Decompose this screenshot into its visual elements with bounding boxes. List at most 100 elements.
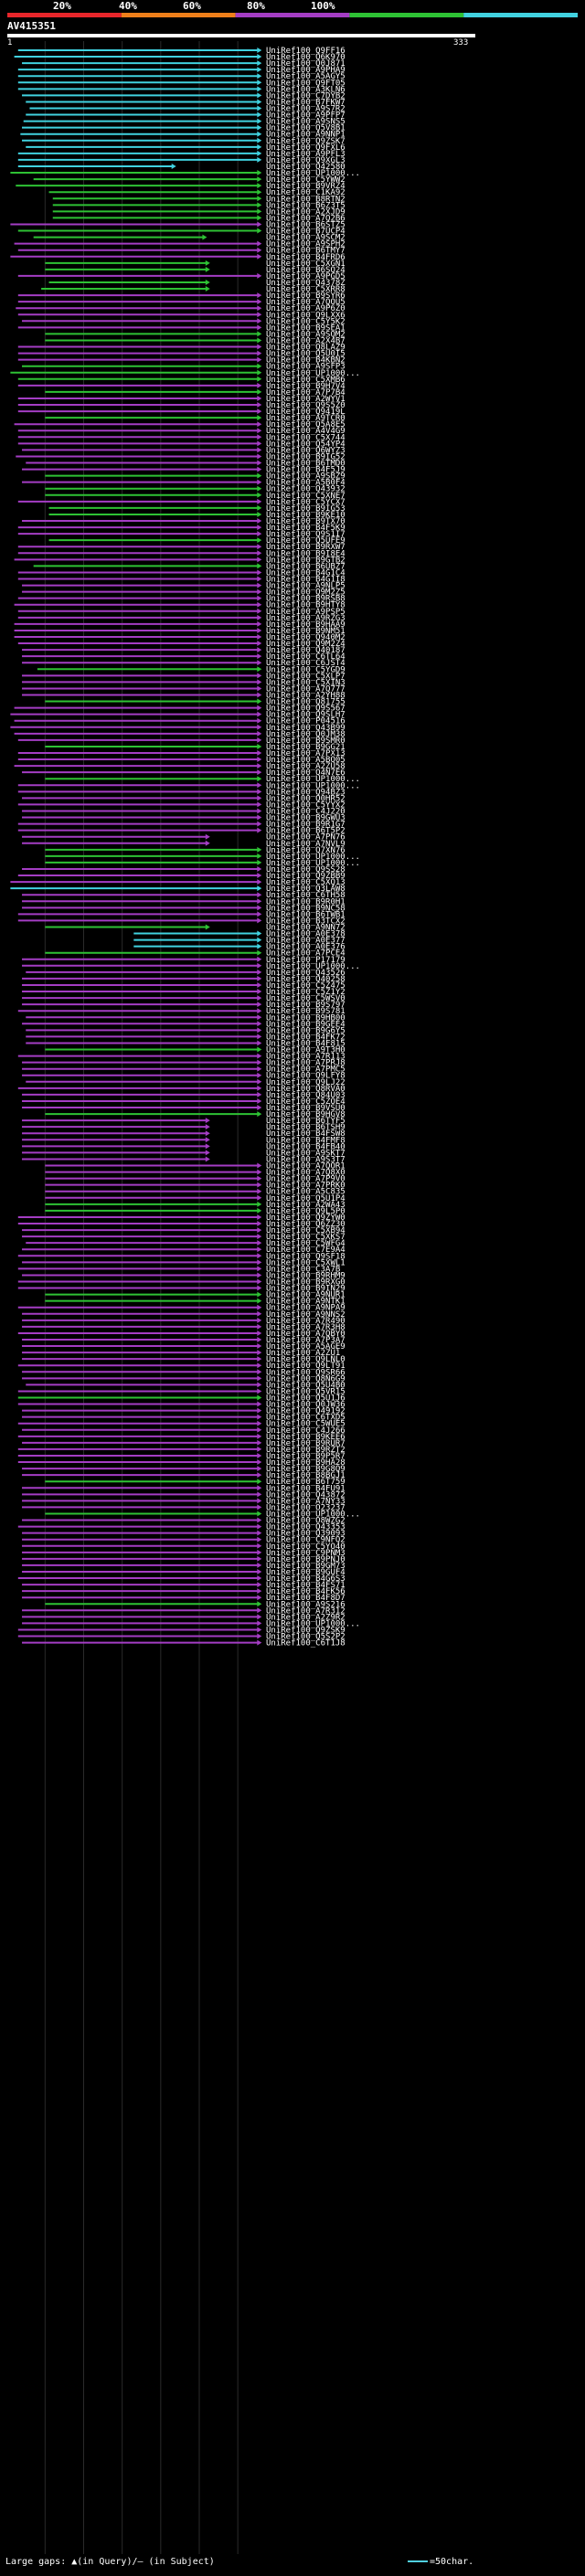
hit-label[interactable]: UniRef100_A7P3A7 — [266, 1336, 346, 1345]
hit-label[interactable]: UniRef100_Q9M2Z5 — [266, 588, 346, 598]
hit-label[interactable]: UniRef100_B9GUF4 — [266, 1568, 346, 1577]
hit-label[interactable]: UniRef100_Q81755 — [266, 698, 346, 707]
hit-label[interactable]: UniRef100_C3A7B — [266, 1265, 340, 1274]
hit-label[interactable]: UniRef100_A9NPA9 — [266, 1304, 346, 1313]
hit-label[interactable]: UniRef100_B9IG53 — [266, 504, 346, 514]
hit-label[interactable]: UniRef100_A7PRK0 — [266, 1182, 346, 1191]
hit-label[interactable]: UniRef100_A9NUR1 — [266, 1291, 346, 1300]
hit-label[interactable]: UniRef100_B9HAA9 — [266, 620, 346, 630]
hit-label[interactable]: UniRef100_Q94BZ3 — [266, 788, 346, 797]
hit-label[interactable]: UniRef100_B4FB40 — [266, 1142, 346, 1151]
hit-label[interactable]: UniRef100_Q8RVA0 — [266, 1085, 346, 1094]
hit-label[interactable]: UniRef100_B4G1I8 — [266, 576, 346, 585]
hit-label[interactable]: UniRef100_B9HA28 — [266, 1458, 346, 1468]
hit-label[interactable]: UniRef100_A7NVL9 — [266, 840, 346, 849]
hit-label[interactable]: UniRef100_Q9XGL3 — [266, 156, 346, 165]
hit-label[interactable]: UniRef100_Q8N6G9 — [266, 1374, 346, 1383]
hit-label[interactable]: UniRef100_B4FSW8 — [266, 1129, 346, 1139]
hit-label[interactable]: UniRef100_Q9M2Z4 — [266, 640, 346, 649]
hit-label[interactable]: UniRef100_B8RTN2 — [266, 195, 346, 204]
hit-label[interactable]: UniRef100_C5XB94 — [266, 1226, 346, 1235]
hit-label[interactable]: UniRef100_O8WZG2 — [266, 1517, 346, 1526]
hit-label[interactable]: UniRef100_Q9SF18 — [266, 1252, 346, 1261]
hit-label[interactable]: UniRef100_O23237 — [266, 1503, 346, 1512]
hit-label[interactable]: UniRef100_Q5V8B1 — [266, 124, 346, 133]
hit-label[interactable]: UniRef100_C5Z1Y2 — [266, 988, 346, 997]
hit-label[interactable]: UniRef100_A9SCM2 — [266, 234, 346, 243]
hit-label[interactable]: UniRef100_Q9S1I7 — [266, 530, 346, 539]
hit-label[interactable]: UniRef100_Q9419L — [266, 408, 346, 417]
hit-label[interactable]: UniRef100_Q6WYZ3 — [266, 446, 346, 455]
hit-label[interactable]: UniRef100_C4J266 — [266, 1426, 346, 1436]
hit-label[interactable]: UniRef100_Q9LJ22 — [266, 1078, 346, 1087]
hit-label[interactable]: UniRef100_C5Z475 — [266, 981, 346, 991]
hit-label[interactable]: UniRef100_C6T1J8 — [266, 1639, 346, 1648]
hit-label[interactable]: UniRef100_B4FK72 — [266, 1033, 346, 1042]
hit-label[interactable]: UniRef100_B6T5P2 — [266, 827, 346, 836]
hit-label[interactable]: UniRef100_Q40187 — [266, 646, 346, 655]
hit-label[interactable]: UniRef100_B9H7V4 — [266, 382, 346, 391]
hit-label[interactable]: UniRef100_C5XKS7 — [266, 1233, 346, 1242]
hit-label[interactable]: UniRef100_A7PN76 — [266, 833, 346, 843]
hit-label[interactable]: UniRef100_B6Z3T5 — [266, 201, 346, 210]
hit-label[interactable]: UniRef100_C5WFG4 — [266, 1239, 346, 1248]
hit-label[interactable]: UniRef100_C6JST4 — [266, 659, 346, 668]
hit-label[interactable]: UniRef100_A7QOR1 — [266, 1162, 346, 1171]
hit-label[interactable]: UniRef100_B9IN29 — [266, 1285, 346, 1294]
hit-label[interactable]: UniRef100_Q42580 — [266, 163, 346, 172]
hit-label[interactable]: UniRef100_C5XIN3 — [266, 678, 346, 687]
hit-label[interactable]: UniRef100_C7DYB2 — [266, 91, 346, 101]
hit-label[interactable]: UniRef100_B9GG21 — [266, 743, 346, 752]
hit-label[interactable]: UniRef100_UP1000... — [266, 169, 360, 178]
hit-label[interactable]: UniRef100_A9PSP5 — [266, 608, 346, 617]
hit-label[interactable]: UniRef100_UP1000... — [266, 962, 360, 971]
hit-label[interactable]: UniRef100_A9P6Z0 — [266, 304, 346, 313]
hit-label[interactable]: UniRef100_A5AGE9 — [266, 1342, 346, 1352]
hit-label[interactable]: UniRef100_A9PFL3 — [266, 150, 346, 159]
hit-label[interactable]: UniRef100_Q9ZYW0 — [266, 1214, 346, 1223]
hit-label[interactable]: UniRef100_B4G6S3 — [266, 1574, 346, 1584]
hit-label[interactable]: UniRef100_B9S781 — [266, 1007, 346, 1016]
hit-label[interactable]: UniRef100_Q43526 — [266, 969, 346, 978]
hit-label[interactable]: UniRef100_A9S3T7 — [266, 1155, 346, 1164]
hit-label[interactable]: UniRef100_B4FRD6 — [266, 253, 346, 262]
hit-label[interactable]: UniRef100_A7QBY0 — [266, 1330, 346, 1339]
hit-label[interactable]: UniRef100_A2WYV1 — [266, 395, 346, 404]
hit-label[interactable]: UniRef100_C6TXD5 — [266, 1414, 346, 1423]
hit-label[interactable]: UniRef100_A2WA43 — [266, 1201, 346, 1210]
hit-label[interactable]: UniRef100_B9GTB2 — [266, 556, 346, 565]
hit-label[interactable]: UniRef100_Q9FXL6 — [266, 143, 346, 153]
hit-label[interactable]: UniRef100_B9NM51 — [266, 627, 346, 636]
hit-label[interactable]: UniRef100_Q5U4B0 — [266, 1381, 346, 1390]
hit-label[interactable]: UniRef100_A2YH88 — [266, 692, 346, 701]
hit-label[interactable]: UniRef100_Q49192 — [266, 1407, 346, 1416]
hit-label[interactable]: UniRef100_P04516 — [266, 717, 346, 726]
hit-label[interactable]: UniRef100_A2Z9R2 — [266, 1613, 346, 1622]
hit-label[interactable]: UniRef100_C5XQ13 — [266, 878, 346, 887]
hit-label[interactable]: UniRef100_UP1000... — [266, 859, 360, 868]
hit-label[interactable]: UniRef100_C5WSV0 — [266, 994, 346, 1003]
hit-label[interactable]: UniRef100_A7R490 — [266, 1317, 346, 1326]
hit-label[interactable]: UniRef100_B4KBN2 — [266, 356, 346, 366]
hit-label[interactable]: UniRef100_B9SYR6 — [266, 292, 346, 301]
hit-label[interactable]: UniRef100_Q0JM38 — [266, 730, 346, 739]
hit-label[interactable]: UniRef100_Q9SR66 — [266, 1368, 346, 1377]
hit-label[interactable]: UniRef100_Q0HR52 — [266, 794, 346, 803]
hit-label[interactable]: UniRef100_Q9ZBB9 — [266, 872, 346, 881]
hit-label[interactable]: UniRef100_Q4378Z — [266, 279, 346, 288]
hit-label[interactable]: UniRef100_C7E9A4 — [266, 1246, 346, 1255]
hit-label[interactable]: UniRef100_B4F8D7 — [266, 1594, 346, 1603]
hit-label[interactable]: UniRef100_A7R3H8 — [266, 1323, 346, 1332]
hit-label[interactable]: UniRef100_Q9SS28 — [266, 865, 346, 875]
hit-label[interactable]: UniRef100_A9SFP3 — [266, 363, 346, 372]
hit-label[interactable]: UniRef100_Q9ZSK9 — [266, 1626, 346, 1635]
hit-label[interactable]: UniRef100_B7FKW7 — [266, 98, 346, 107]
hit-label[interactable]: UniRef100_B7UCP4 — [266, 228, 346, 237]
hit-label[interactable]: UniRef100_A3KLN6 — [266, 85, 346, 94]
hit-label[interactable]: UniRef100_Q6K970 — [266, 53, 346, 62]
hit-label[interactable]: UniRef100_Q5A8E5 — [266, 420, 346, 429]
hit-label[interactable]: UniRef100_UP1000... — [266, 1510, 360, 1519]
hit-label[interactable]: UniRef100_B9KE10 — [266, 511, 346, 520]
hit-label[interactable]: UniRef100_A9S216 — [266, 1600, 346, 1609]
hit-label[interactable]: UniRef100_A7R113 — [266, 1053, 346, 1062]
